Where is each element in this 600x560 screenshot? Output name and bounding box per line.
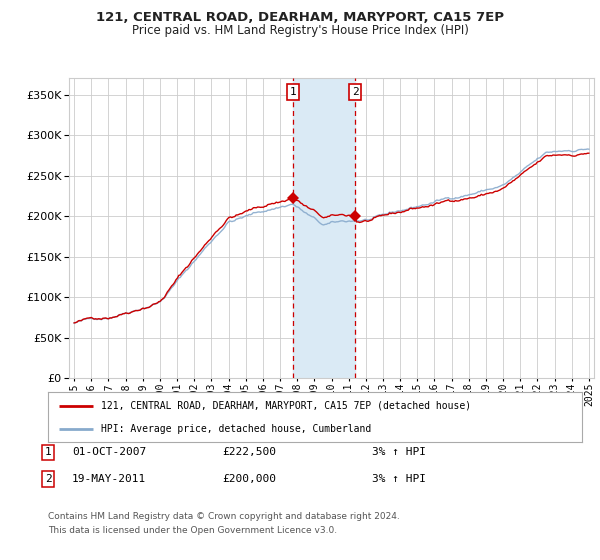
Text: 121, CENTRAL ROAD, DEARHAM, MARYPORT, CA15 7EP: 121, CENTRAL ROAD, DEARHAM, MARYPORT, CA…	[96, 11, 504, 24]
Text: 2: 2	[352, 87, 359, 97]
Text: 3% ↑ HPI: 3% ↑ HPI	[372, 474, 426, 484]
Text: 19-MAY-2011: 19-MAY-2011	[72, 474, 146, 484]
Text: This data is licensed under the Open Government Licence v3.0.: This data is licensed under the Open Gov…	[48, 526, 337, 535]
Text: 1: 1	[44, 447, 52, 458]
Text: 2: 2	[44, 474, 52, 484]
Text: Price paid vs. HM Land Registry's House Price Index (HPI): Price paid vs. HM Land Registry's House …	[131, 24, 469, 36]
Text: Contains HM Land Registry data © Crown copyright and database right 2024.: Contains HM Land Registry data © Crown c…	[48, 512, 400, 521]
Text: 121, CENTRAL ROAD, DEARHAM, MARYPORT, CA15 7EP (detached house): 121, CENTRAL ROAD, DEARHAM, MARYPORT, CA…	[101, 400, 472, 410]
Text: HPI: Average price, detached house, Cumberland: HPI: Average price, detached house, Cumb…	[101, 424, 371, 434]
Text: 1: 1	[290, 87, 296, 97]
Text: 3% ↑ HPI: 3% ↑ HPI	[372, 447, 426, 458]
Text: £200,000: £200,000	[222, 474, 276, 484]
Text: 01-OCT-2007: 01-OCT-2007	[72, 447, 146, 458]
Bar	[293, 78, 355, 378]
Text: £222,500: £222,500	[222, 447, 276, 458]
